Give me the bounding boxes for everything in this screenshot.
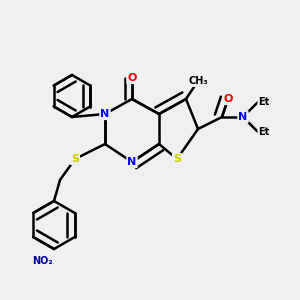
Text: N: N xyxy=(128,157,136,167)
Text: S: S xyxy=(71,154,79,164)
Text: CH₃: CH₃ xyxy=(188,76,208,86)
Text: O: O xyxy=(223,94,233,104)
Text: N: N xyxy=(100,109,109,119)
Text: NO₂: NO₂ xyxy=(32,256,52,266)
Text: N: N xyxy=(238,112,247,122)
Text: Et: Et xyxy=(258,127,270,137)
Text: O: O xyxy=(127,73,137,83)
Text: Et: Et xyxy=(258,97,270,107)
Text: S: S xyxy=(173,154,181,164)
